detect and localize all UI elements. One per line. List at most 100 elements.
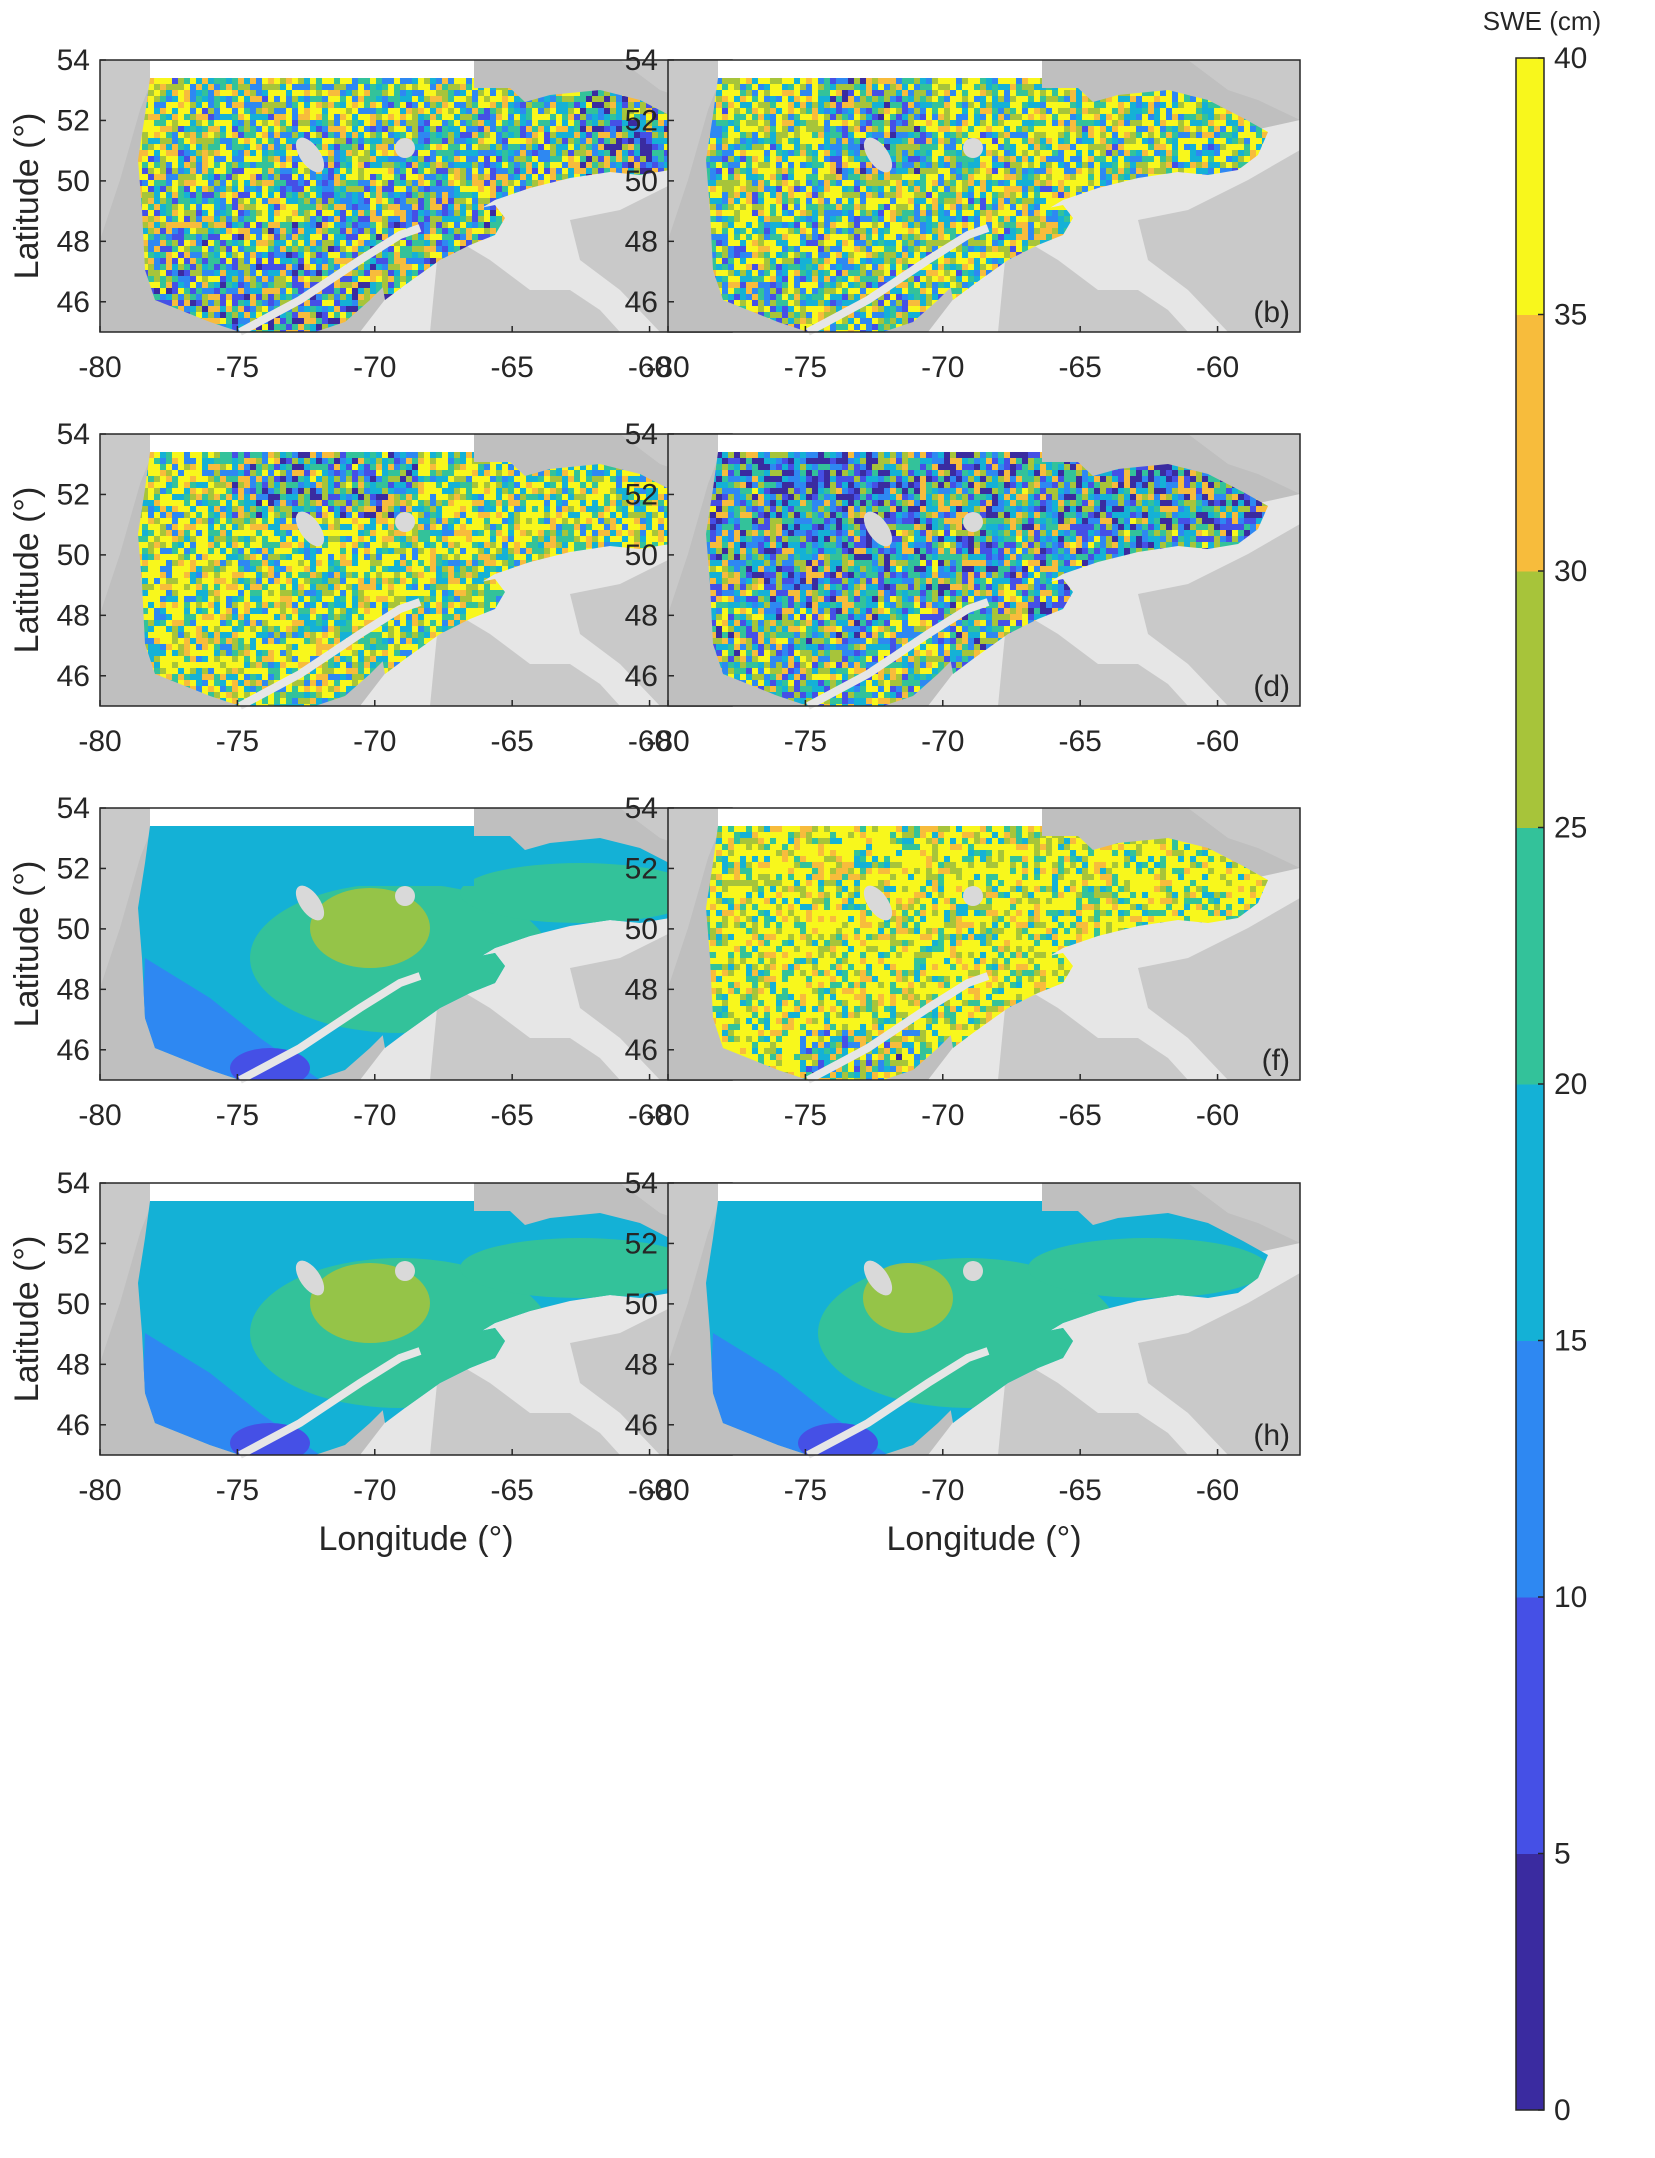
colorbar-title: SWE (cm) [1483, 6, 1601, 36]
x-tick-label: -75 [784, 1099, 827, 1132]
y-tick-label: 54 [625, 44, 658, 77]
x-tick-label: -80 [78, 725, 121, 758]
x-tick-label: -60 [628, 1099, 671, 1132]
map-panel: 54 52 50 48 46 -80 -75 -70 -65 -60 (h) Longitude (°… [625, 1167, 1301, 1558]
x-tick-label: -70 [353, 725, 396, 758]
axes-frame [667, 1182, 1301, 1456]
y-tick-label: 48 [57, 1348, 90, 1381]
lake [963, 1261, 983, 1281]
y-axis-label: Latitude (°) [8, 1236, 46, 1403]
y-tick-label: 46 [625, 660, 658, 693]
y-tick-label: 46 [625, 1034, 658, 1067]
x-tick-label: -75 [216, 351, 259, 384]
lake [395, 886, 415, 906]
colorbar-tick-label: 40 [1554, 42, 1587, 75]
colorbar-segment [1516, 571, 1544, 828]
y-tick-label: 48 [625, 1348, 658, 1381]
panel-label: (h) [1253, 1419, 1290, 1452]
no-data-band [718, 60, 1042, 78]
river [806, 598, 990, 710]
neighbor-land [430, 230, 620, 332]
x-tick-label: -60 [628, 351, 671, 384]
x-tick-label: -80 [78, 1099, 121, 1132]
x-tick-label: -70 [921, 725, 964, 758]
y-tick-label: 48 [57, 599, 90, 632]
x-tick-label: -80 [646, 351, 689, 384]
x-tick-label: -70 [353, 351, 396, 384]
y-tick-label: 54 [625, 418, 658, 451]
y-tick-label: 46 [625, 1409, 658, 1442]
river [238, 1347, 422, 1459]
colorbar-segment [1516, 1340, 1544, 1598]
lake [295, 1260, 325, 1296]
lake [395, 1261, 415, 1281]
x-tick-label: -75 [216, 1474, 259, 1507]
y-tick-label: 54 [57, 44, 90, 77]
neighbor-land [430, 604, 620, 706]
y-tick-label: 54 [625, 792, 658, 825]
y-axis-label: Latitude (°) [8, 487, 46, 654]
y-tick-label: 52 [625, 478, 658, 511]
colorbar-tick-label: 35 [1554, 299, 1587, 332]
lake [295, 137, 325, 173]
colorbar-tick-label: 30 [1554, 555, 1587, 588]
neighbor-land [1138, 1273, 1300, 1455]
neighbor-land [668, 434, 728, 614]
x-tick-label: -60 [1196, 725, 1239, 758]
river [238, 224, 422, 336]
y-tick-label: 50 [57, 1288, 90, 1321]
axes-frame [667, 433, 1301, 707]
colorbar-segment [1516, 58, 1544, 315]
x-tick-label: -75 [216, 1099, 259, 1132]
colorbar-tick-label: 5 [1554, 1838, 1571, 1871]
x-tick-label: -65 [1058, 351, 1101, 384]
x-tick-label: -70 [921, 1099, 964, 1132]
x-tick-label: -65 [490, 1474, 533, 1507]
neighbor-land [1138, 150, 1300, 332]
river [806, 224, 990, 336]
y-tick-label: 52 [57, 478, 90, 511]
river [238, 972, 422, 1084]
neighbor-land [1138, 898, 1300, 1080]
colorbar-segment [1516, 827, 1544, 1085]
axes-frame [667, 59, 1301, 333]
neighbor-land [1138, 524, 1300, 706]
no-data-band [150, 1183, 474, 1201]
no-data-band [718, 1183, 1042, 1201]
neighbor-land [998, 230, 1188, 332]
y-tick-label: 50 [625, 1288, 658, 1321]
y-tick-label: 46 [57, 660, 90, 693]
colorbar-tick-label: 0 [1554, 2094, 1571, 2127]
y-tick-label: 50 [57, 539, 90, 572]
y-tick-label: 50 [625, 165, 658, 198]
no-data-band [150, 60, 474, 78]
x-tick-label: -65 [490, 725, 533, 758]
neighbor-land [998, 604, 1188, 706]
y-tick-label: 52 [625, 1227, 658, 1260]
panel-label: (d) [1253, 670, 1290, 703]
neighbor-land [430, 1353, 620, 1455]
x-tick-label: -75 [784, 1474, 827, 1507]
neighbor-land [430, 978, 620, 1080]
neighbor-land [100, 434, 160, 614]
lake [295, 885, 325, 921]
panel-label: (b) [1253, 296, 1290, 329]
colorbar-tick-label: 25 [1554, 812, 1587, 845]
neighbor-land [1188, 60, 1300, 120]
x-tick-label: -65 [1058, 1099, 1101, 1132]
no-data-band [718, 808, 1042, 826]
lake [863, 885, 893, 921]
y-tick-label: 50 [57, 165, 90, 198]
y-axis-label: Latitude (°) [8, 861, 46, 1028]
river [806, 1347, 990, 1459]
y-tick-label: 46 [57, 286, 90, 319]
no-data-band [150, 808, 474, 826]
neighbor-land [1188, 808, 1300, 868]
y-tick-label: 54 [625, 1167, 658, 1200]
x-tick-label: -75 [216, 725, 259, 758]
y-tick-label: 48 [57, 973, 90, 1006]
